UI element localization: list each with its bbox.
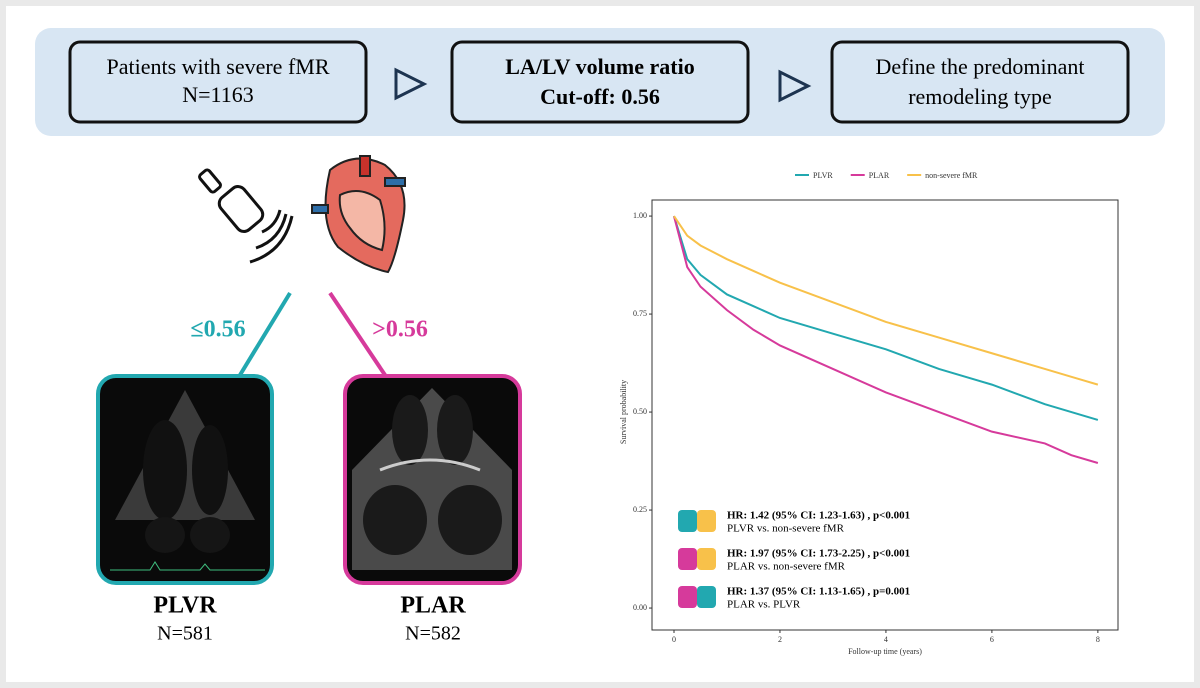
y-tick-label: 0.75	[633, 309, 647, 318]
annotation-comparison: PLVR vs. non-severe fMR	[727, 523, 845, 535]
x-tick-label: 8	[1096, 635, 1100, 644]
survival-curve	[673, 215, 1099, 421]
x-tick-label: 0	[672, 635, 676, 644]
split-label: ≤0.56	[190, 317, 245, 343]
echo-image	[96, 374, 274, 585]
annotation-hr: HR: 1.97 (95% CI: 1.73-2.25) , p<0.001	[727, 548, 910, 560]
annotation-swatch	[697, 548, 716, 570]
survival-curve	[673, 215, 1099, 464]
probe-icon	[198, 168, 294, 264]
echo-image	[343, 374, 522, 585]
group-name: PLVR	[153, 593, 217, 619]
x-tick-label: 2	[778, 635, 782, 644]
flow-box: Patients with severe fMR N=1163	[68, 40, 368, 124]
y-tick-label: 0.00	[633, 603, 647, 612]
group-n: N=581	[157, 623, 213, 645]
annotation-swatch	[697, 586, 716, 608]
legend-label: non-severe fMR	[925, 171, 978, 180]
annotation-swatch	[678, 586, 697, 608]
annotation-swatch	[678, 548, 697, 570]
annotation-hr: HR: 1.42 (95% CI: 1.23-1.63) , p<0.001	[727, 510, 910, 522]
flow-box: LA/LV volume ratio Cut-off: 0.56	[450, 40, 750, 124]
x-tick-label: 6	[990, 635, 994, 644]
flow-text: Define the predominant	[876, 54, 1085, 79]
flow-text: remodeling type	[908, 84, 1052, 109]
annotation-swatch	[697, 510, 716, 532]
split-line	[238, 291, 292, 377]
split-label: >0.56	[372, 317, 428, 343]
flow-box: Define the predominant remodeling type	[830, 40, 1130, 124]
split-line	[328, 291, 387, 377]
legend-label: PLVR	[813, 171, 833, 180]
y-tick-label: 0.25	[633, 505, 647, 514]
x-tick-label: 4	[884, 635, 888, 644]
flow-text: LA/LV volume ratio	[505, 54, 694, 79]
annotation-swatch	[678, 510, 697, 532]
y-tick-label: 0.50	[633, 407, 647, 416]
group-n: N=582	[405, 623, 461, 645]
group-name: PLAR	[400, 593, 466, 619]
flow-text: Patients with severe fMR	[106, 54, 329, 79]
legend-label: PLAR	[869, 171, 890, 180]
plot-frame	[651, 199, 1119, 631]
flow-text: Cut-off: 0.56	[540, 84, 660, 109]
survival-curve	[673, 215, 1099, 386]
annotation-comparison: PLAR vs. non-severe fMR	[727, 561, 846, 573]
annotation-hr: HR: 1.37 (95% CI: 1.13-1.65) , p=0.001	[727, 586, 910, 598]
heart-icon	[311, 155, 406, 274]
y-tick-label: 1.00	[633, 211, 647, 220]
arrow	[394, 67, 428, 101]
flow-text: N=1163	[182, 82, 253, 107]
x-axis-label: Follow-up time (years)	[848, 647, 922, 656]
y-axis-label: Survival probability	[619, 380, 628, 444]
arrow	[778, 69, 812, 103]
annotation-comparison: PLAR vs. PLVR	[727, 599, 801, 611]
